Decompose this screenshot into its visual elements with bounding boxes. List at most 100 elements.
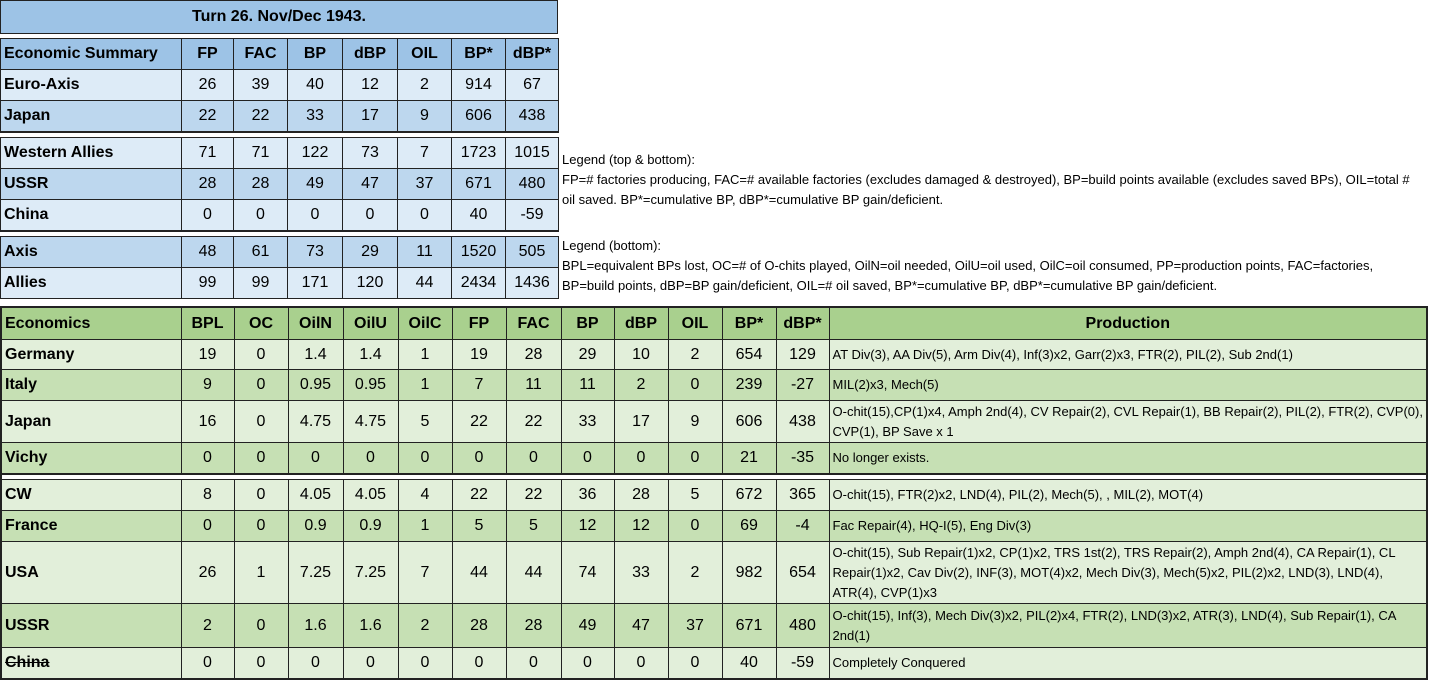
cell-oilc: 0 xyxy=(397,442,453,474)
cell-fac: 0 xyxy=(233,199,288,231)
group-separator xyxy=(0,229,559,237)
column-header: BP xyxy=(287,38,343,70)
cell-oiln: 4.75 xyxy=(287,400,344,443)
column-header: BP* xyxy=(721,306,777,340)
cell-oilc: 2 xyxy=(397,603,453,648)
column-header: dBP* xyxy=(775,306,830,340)
cell-fp: 44 xyxy=(451,541,507,604)
cell-fac: 71 xyxy=(233,137,288,169)
cell-oilu: 7.25 xyxy=(342,541,399,604)
cell-bpl: 8 xyxy=(180,479,235,511)
column-header: BP xyxy=(560,306,615,340)
table-row: USSR 2 0 1.6 1.6 2 28 28 49 47 37 671 480 O-chit(15),… xyxy=(0,603,1428,648)
cell-fp: 0 xyxy=(451,647,507,679)
cell-dbp-cum: 1436 xyxy=(505,267,559,299)
cell-oc: 0 xyxy=(233,400,289,443)
cell-production: MIL(2)x3, Mech(5) xyxy=(828,369,1428,401)
cell-dbp-cum: 505 xyxy=(505,236,559,268)
cell-bp-cum: 69 xyxy=(721,510,777,542)
cell-bp-cum: 2434 xyxy=(451,267,506,299)
table-row: Italy 9 0 0.95 0.95 1 7 11 11 2 0 239 -27 MIL(2)x3, M… xyxy=(0,369,1428,401)
cell-fp: 5 xyxy=(451,510,507,542)
cell-bp: 33 xyxy=(560,400,615,443)
cell-dbp: 0 xyxy=(342,199,398,231)
cell-dbp: 29 xyxy=(342,236,398,268)
row-label: Vichy xyxy=(0,442,182,474)
cell-bpl: 0 xyxy=(180,647,235,679)
cell-bp: 49 xyxy=(560,603,615,648)
cell-dbp-cum: -35 xyxy=(775,442,830,474)
cell-fac: 5 xyxy=(505,510,562,542)
cell-fp: 28 xyxy=(451,603,507,648)
cell-oil: 44 xyxy=(397,267,452,299)
column-header: OilN xyxy=(287,306,344,340)
cell-fac: 11 xyxy=(505,369,562,401)
cell-bp-cum: 239 xyxy=(721,369,777,401)
column-header: BPL xyxy=(180,306,235,340)
cell-fac: 22 xyxy=(233,100,288,132)
column-header: dBP xyxy=(342,38,398,70)
cell-fac: 44 xyxy=(505,541,562,604)
cell-bp-cum: 672 xyxy=(721,479,777,511)
cell-fp: 22 xyxy=(451,479,507,511)
economic-summary-table: Economic Summary FP FAC BP dBP OIL BP* dBP* Euro… xyxy=(0,38,559,299)
cell-dbp: 47 xyxy=(613,603,669,648)
cell-fac: 39 xyxy=(233,69,288,101)
separator xyxy=(1,472,1427,480)
cell-oilc: 4 xyxy=(397,479,453,511)
row-label: Allies xyxy=(0,267,182,299)
separator xyxy=(0,130,559,138)
cell-production: No longer exists. xyxy=(828,442,1428,474)
cell-bpl: 0 xyxy=(180,442,235,474)
row-label: Italy xyxy=(0,369,182,401)
row-label: CW xyxy=(0,479,182,511)
cell-bp-cum: 606 xyxy=(721,400,777,443)
column-header: OIL xyxy=(667,306,723,340)
cell-oil: 0 xyxy=(667,369,723,401)
cell-oilu: 0.9 xyxy=(342,510,399,542)
row-label: USA xyxy=(0,541,182,604)
cell-oilu: 0 xyxy=(342,647,399,679)
column-header: OC xyxy=(233,306,289,340)
column-header: dBP xyxy=(613,306,669,340)
cell-oc: 0 xyxy=(233,369,289,401)
cell-fac: 28 xyxy=(505,339,562,370)
economics-table: Economics BPL OC OilN OilU OilC FP FAC BP dBP OIL B… xyxy=(0,306,1428,680)
table-row: CW 8 0 4.05 4.05 4 22 22 36 28 5 672 365 O-chit(15), … xyxy=(0,479,1428,511)
cell-fp: 0 xyxy=(451,442,507,474)
cell-bpl: 19 xyxy=(180,339,235,370)
cell-bp: 122 xyxy=(287,137,343,169)
table-row: Germany 19 0 1.4 1.4 1 19 28 29 10 2 654 129 AT Div(3… xyxy=(0,339,1428,370)
table-row: USSR 28 28 49 47 37 671 480 xyxy=(0,168,559,200)
cell-dbp: 17 xyxy=(613,400,669,443)
cell-bp: 0 xyxy=(287,199,343,231)
cell-dbp: 12 xyxy=(342,69,398,101)
cell-bpl: 0 xyxy=(180,510,235,542)
column-header: FAC xyxy=(505,306,562,340)
cell-oiln: 0 xyxy=(287,442,344,474)
cell-bp: 73 xyxy=(287,236,343,268)
cell-oil: 9 xyxy=(667,400,723,443)
cell-oilc: 7 xyxy=(397,541,453,604)
table-row: Allies 99 99 171 120 44 2434 1436 xyxy=(0,267,559,299)
cell-oc: 0 xyxy=(233,510,289,542)
table-row: Axis 48 61 73 29 11 1520 505 xyxy=(0,236,559,268)
row-label: Germany xyxy=(0,339,182,370)
cell-oc: 1 xyxy=(233,541,289,604)
cell-dbp: 0 xyxy=(613,442,669,474)
cell-production: O-chit(15), Inf(3), Mech Div(3)x2, PIL(2… xyxy=(828,603,1428,648)
table-row: France 0 0 0.9 0.9 1 5 5 12 12 0 69 -4 Fac Repair(4),… xyxy=(0,510,1428,542)
cell-fp: 0 xyxy=(181,199,234,231)
cell-fac: 0 xyxy=(505,647,562,679)
cell-oil: 2 xyxy=(397,69,452,101)
column-header: OIL xyxy=(397,38,452,70)
cell-oil: 37 xyxy=(667,603,723,648)
cell-fp: 22 xyxy=(181,100,234,132)
cell-oilu: 4.05 xyxy=(342,479,399,511)
cell-oilc: 1 xyxy=(397,510,453,542)
cell-dbp-cum: 67 xyxy=(505,69,559,101)
cell-dbp: 33 xyxy=(613,541,669,604)
cell-oiln: 1.6 xyxy=(287,603,344,648)
cell-dbp: 0 xyxy=(613,647,669,679)
cell-bp: 12 xyxy=(560,510,615,542)
